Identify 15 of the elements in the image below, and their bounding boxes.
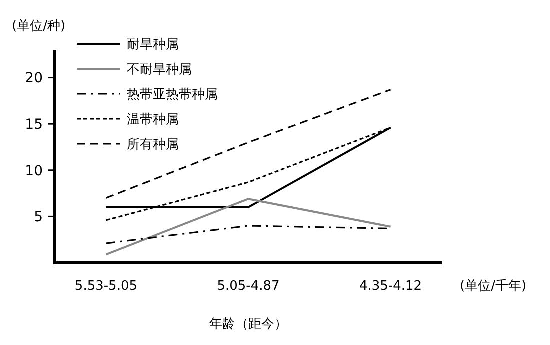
legend-label: 不耐旱种属 <box>127 62 192 78</box>
x-tick-label: 5.53-5.05 <box>74 279 138 294</box>
x-tick-label: 4.35-4.12 <box>359 279 422 294</box>
legend-label: 热带亚热带种属 <box>127 88 218 103</box>
y-tick-label: 10 <box>25 163 43 180</box>
y-tick-label: 20 <box>25 70 43 87</box>
y-tick-label: 5 <box>34 210 43 226</box>
x-axis-title: 年龄（距今） <box>210 317 288 332</box>
x-tick-label: 5.05-4.87 <box>217 279 280 294</box>
y-axis-title: (单位/种) <box>12 19 66 34</box>
legend-label: 温带种属 <box>127 112 179 128</box>
text: (单位/千年) <box>460 279 527 294</box>
y-tick-label: 15 <box>25 116 43 133</box>
legend-label: 所有种属 <box>127 138 179 153</box>
legend-label: 耐旱种属 <box>127 38 179 53</box>
